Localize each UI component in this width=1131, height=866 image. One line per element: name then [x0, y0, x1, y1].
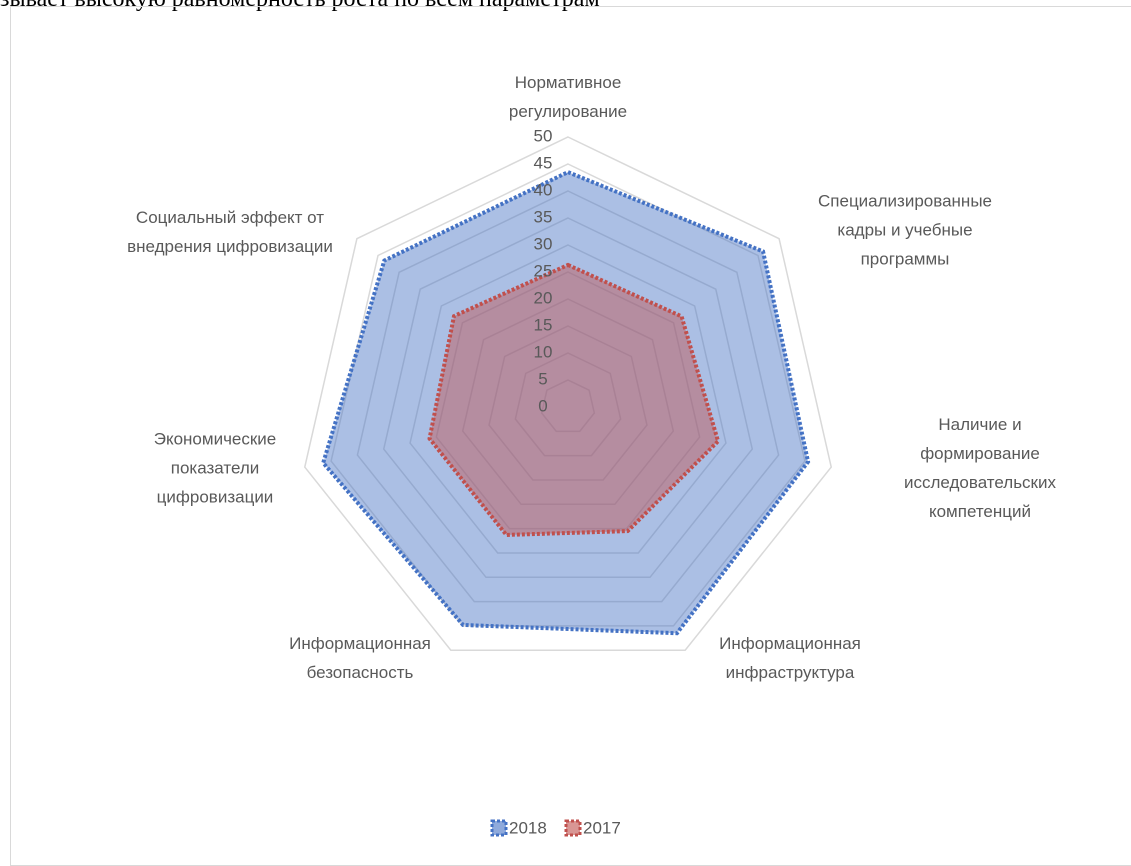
grid-line [540, 379, 596, 433]
grid-line [303, 136, 833, 652]
axis-tick-label: 40 [534, 180, 553, 199]
category-label: Социальный эффект от внедрения цифровиза… [127, 208, 333, 256]
axis-tick-label: 35 [534, 207, 553, 226]
legend-label: 2017 [583, 818, 621, 837]
category-label: Специализированные кадры и учебные прогр… [818, 191, 992, 269]
legend-marker [564, 819, 582, 837]
grid-line [356, 190, 780, 603]
grid-line [409, 244, 727, 554]
grid-line [330, 163, 806, 627]
legend-marker [490, 819, 508, 837]
category-label: Информационная инфраструктура [719, 634, 861, 682]
axis-tick-label: 45 [534, 153, 553, 172]
category-label: Информационная безопасность [289, 634, 431, 682]
axis-tick-label: 0 [538, 396, 547, 415]
grid-line [514, 352, 622, 457]
category-label: Наличие и формирование исследовательских… [904, 415, 1056, 521]
legend-label: 2018 [509, 818, 547, 837]
axis-tick-label: 5 [538, 369, 547, 388]
series-area [320, 169, 811, 636]
grid-line [461, 298, 675, 506]
axis-tick-label: 30 [534, 234, 553, 253]
category-label: Нормативное регулирование [508, 73, 628, 121]
axis-tick-label: 25 [534, 261, 553, 280]
series-area [427, 262, 721, 537]
grid-line [488, 325, 648, 481]
axis-tick-label: 20 [534, 288, 553, 307]
category-label: Экономические показатели цифровизации [153, 429, 277, 507]
axis-tick-label: 50 [534, 126, 553, 145]
grid-line [435, 271, 701, 530]
axis-tick-label: 10 [534, 342, 553, 361]
axis-tick-label: 15 [534, 315, 553, 334]
grid-line [382, 217, 754, 579]
